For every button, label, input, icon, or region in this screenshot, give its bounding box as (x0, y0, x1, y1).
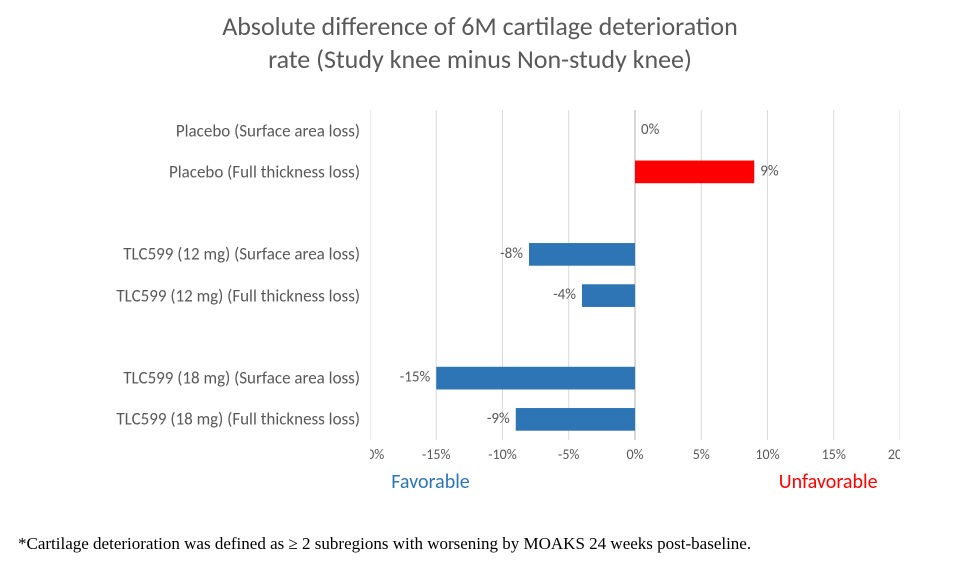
category-labels: Placebo (Surface area loss) Placebo (Full… (50, 110, 360, 460)
chart-area: Placebo (Surface area loss) Placebo (Full… (50, 110, 920, 490)
x-tick-label: -15% (422, 446, 451, 463)
plot-region: 0% 9% -8% -4% -15% -9% -20% -15% -10% -5% 0% 5% 10% 1… (370, 110, 900, 460)
bar (529, 243, 635, 266)
bar-value-label: -9% (487, 410, 510, 428)
bar-value-label: 0% (641, 121, 660, 139)
category-label: Placebo (Full thickness loss) (50, 161, 360, 182)
bar (436, 367, 635, 390)
category-label: TLC599 (18 mg) (Surface area loss) (50, 368, 360, 389)
axis-tag-favorable: Favorable (391, 470, 470, 494)
chart-title-line2: rate (Study knee minus Non-study knee) (0, 43, 960, 76)
x-tick-label: -10% (488, 446, 517, 463)
x-tick-label: 15% (822, 446, 846, 463)
bar-value-label: -4% (553, 286, 576, 304)
x-tick-label: 0% (626, 446, 643, 463)
x-tick-label: -20% (370, 446, 384, 463)
x-tick-label: 5% (693, 446, 710, 463)
bar-value-label: -15% (400, 369, 431, 387)
category-label: TLC599 (12 mg) (Surface area loss) (50, 244, 360, 265)
slide: Absolute difference of 6M cartilage dete… (0, 0, 960, 574)
bar (516, 408, 635, 431)
chart-title: Absolute difference of 6M cartilage dete… (0, 10, 960, 75)
bar-value-label: 9% (760, 162, 779, 180)
x-tick-label: -5% (558, 446, 579, 463)
chart-title-line1: Absolute difference of 6M cartilage dete… (0, 10, 960, 43)
category-label: Placebo (Surface area loss) (50, 120, 360, 141)
bar (635, 161, 754, 184)
footnote: *Cartilage deterioration was defined as … (18, 534, 751, 554)
category-label: TLC599 (12 mg) (Full thickness loss) (50, 285, 360, 306)
x-tick-label: 20% (888, 446, 900, 463)
bar-value-label: -8% (500, 245, 523, 263)
bar (582, 284, 635, 307)
axis-tag-unfavorable: Unfavorable (779, 470, 878, 494)
category-label: TLC599 (18 mg) (Full thickness loss) (50, 409, 360, 430)
chart-svg: 0% 9% -8% -4% -15% -9% -20% -15% -10% -5% 0% 5% 10% 1… (370, 110, 900, 490)
x-tick-label: 10% (755, 446, 779, 463)
